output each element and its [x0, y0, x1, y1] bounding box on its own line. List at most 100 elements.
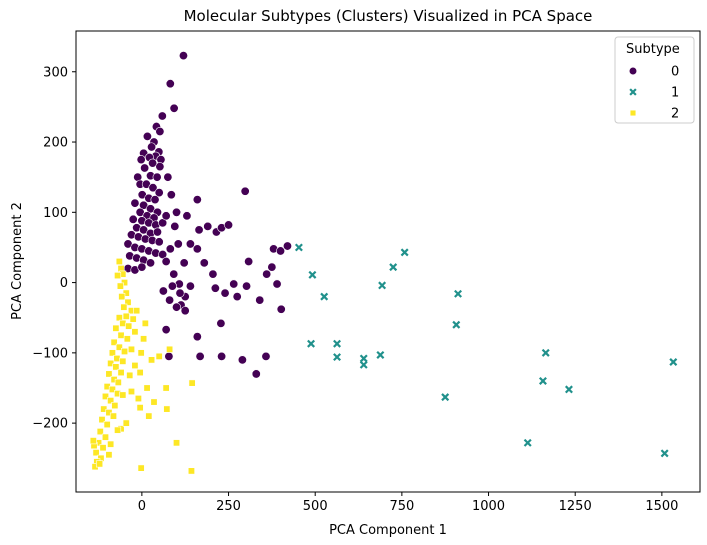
data-point-series-0 — [155, 126, 165, 136]
data-point-series-0 — [140, 163, 150, 173]
data-point-series-2 — [129, 315, 137, 323]
data-point-series-0 — [137, 262, 147, 272]
data-point-series-2 — [133, 307, 141, 315]
y-tick-label: 100 — [43, 206, 68, 221]
legend-box — [614, 36, 695, 124]
legend-marker-2 — [629, 109, 637, 117]
data-point-series-1 — [376, 350, 385, 359]
data-point-series-2 — [108, 349, 116, 357]
data-point-series-2 — [96, 428, 104, 436]
data-point-series-1 — [333, 339, 342, 348]
data-point-series-2 — [188, 379, 196, 387]
data-point-series-2 — [140, 335, 148, 343]
data-point-series-0 — [185, 239, 195, 249]
data-point-series-2 — [163, 405, 171, 413]
data-point-series-0 — [161, 256, 171, 266]
data-point-series-2 — [122, 312, 130, 320]
data-point-series-2 — [119, 357, 127, 365]
data-point-series-0 — [146, 258, 156, 268]
data-point-series-2 — [108, 385, 116, 393]
data-point-series-0 — [170, 221, 180, 231]
data-point-series-2 — [109, 412, 117, 420]
data-point-series-2 — [126, 371, 134, 379]
data-point-series-0 — [169, 103, 179, 113]
data-point-series-1 — [441, 393, 450, 402]
data-point-series-0 — [192, 332, 202, 342]
data-point-series-2 — [92, 449, 100, 457]
data-point-series-2 — [118, 293, 126, 301]
data-point-series-0 — [158, 286, 168, 296]
data-point-series-2 — [114, 272, 122, 280]
x-tick-label: 250 — [216, 499, 241, 514]
data-point-series-2 — [122, 289, 130, 297]
legend-label-2: 2 — [671, 107, 679, 122]
data-point-series-0 — [155, 162, 165, 172]
data-point-series-0 — [262, 269, 272, 279]
data-point-series-2 — [121, 279, 129, 287]
data-point-series-2 — [117, 369, 125, 377]
data-point-series-2 — [155, 352, 163, 360]
data-point-series-0 — [175, 288, 185, 298]
data-point-series-2 — [173, 439, 181, 447]
data-point-series-0 — [224, 220, 234, 230]
legend-entry-0: 0 — [628, 65, 679, 80]
x-tick-label: 1250 — [559, 499, 592, 514]
data-point-series-0 — [165, 244, 175, 254]
y-tick-label: 0 — [60, 276, 68, 291]
y-tick-label: 200 — [43, 136, 68, 151]
y-tick-label: 300 — [43, 65, 68, 80]
data-point-series-0 — [216, 318, 226, 328]
data-point-series-0 — [142, 131, 152, 141]
data-point-series-0 — [165, 79, 175, 89]
data-point-series-2 — [124, 298, 132, 306]
legend: Subtype 0 1 2 — [614, 36, 695, 124]
data-point-series-0 — [182, 211, 192, 221]
data-point-series-2 — [114, 426, 122, 434]
data-point-series-0 — [136, 155, 146, 165]
legend-entry-1: 1 — [629, 86, 679, 101]
data-point-series-1 — [378, 281, 387, 290]
legend-marker-1 — [629, 88, 637, 96]
data-point-series-0 — [255, 295, 265, 305]
data-point-series-2 — [105, 409, 113, 417]
data-point-series-0 — [157, 111, 167, 121]
data-point-series-2 — [127, 345, 135, 353]
data-point-series-0 — [165, 295, 175, 305]
data-point-series-0 — [150, 195, 160, 205]
x-axis-ticks: 0 250 500 750 1000 1250 1500 — [138, 492, 678, 514]
legend-title: Subtype — [626, 42, 680, 57]
data-point-series-1 — [359, 360, 368, 369]
data-point-series-2 — [121, 347, 129, 355]
data-point-series-2 — [131, 328, 139, 336]
data-point-series-2 — [112, 324, 120, 332]
legend-label-1: 1 — [671, 86, 679, 101]
data-point-series-2 — [105, 370, 113, 378]
data-point-series-1 — [307, 339, 316, 348]
y-tick-label: −100 — [32, 346, 68, 361]
data-point-series-2 — [107, 397, 115, 405]
data-point-series-0 — [172, 302, 182, 312]
data-point-series-2 — [141, 319, 149, 327]
data-point-series-1 — [308, 270, 317, 279]
data-point-series-2 — [134, 395, 142, 403]
data-point-series-0 — [192, 195, 202, 205]
data-point-series-2 — [115, 257, 123, 265]
data-point-series-2 — [162, 384, 170, 392]
legend-entry-2: 2 — [629, 107, 679, 122]
data-point-series-2 — [100, 405, 108, 413]
data-point-series-1 — [564, 385, 573, 394]
data-point-series-0 — [220, 288, 230, 298]
data-point-series-2 — [125, 322, 133, 330]
data-point-series-2 — [127, 388, 135, 396]
data-point-series-0 — [192, 244, 202, 254]
x-axis-label: PCA Component 1 — [329, 523, 447, 538]
data-point-series-1 — [359, 354, 368, 363]
data-point-series-0 — [244, 256, 254, 266]
data-point-series-1 — [294, 243, 303, 252]
y-tick-label: −200 — [32, 417, 68, 432]
data-point-series-2 — [148, 356, 156, 364]
data-point-series-0 — [276, 246, 286, 256]
series-0 — [123, 51, 292, 379]
data-point-series-0 — [166, 190, 176, 200]
data-point-series-0 — [164, 351, 174, 361]
